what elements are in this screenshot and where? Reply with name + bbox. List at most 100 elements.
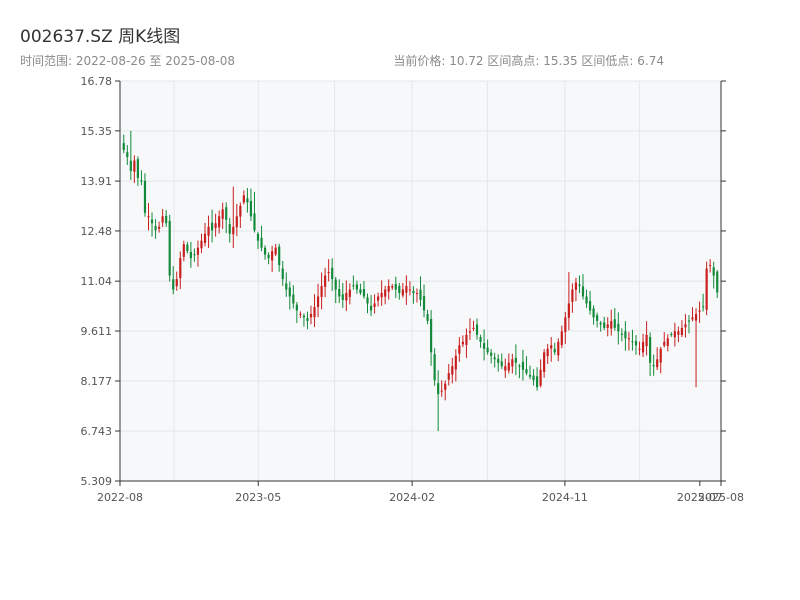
candle-body-67 xyxy=(359,289,362,294)
candle-body-138 xyxy=(610,320,613,329)
candle-body-135 xyxy=(599,322,602,325)
candle-body-10 xyxy=(157,226,161,229)
candle-body-19 xyxy=(189,251,192,259)
candle-body-131 xyxy=(585,296,588,304)
candle-body-132 xyxy=(588,301,592,311)
candle-body-114 xyxy=(525,369,528,374)
candle-body-46 xyxy=(285,283,288,290)
candle-body-17 xyxy=(182,244,185,257)
candle-body-37 xyxy=(253,213,256,231)
candle-body-92 xyxy=(447,373,450,380)
candle-body-163 xyxy=(698,310,701,312)
candle-body-155 xyxy=(670,333,673,335)
price-stats-text: 当前价格: 10.72 区间高点: 15.35 区间低点: 6.74 xyxy=(393,54,664,68)
candle-body-63 xyxy=(345,293,348,301)
candle-body-162 xyxy=(694,313,698,321)
candle-body-3 xyxy=(133,160,136,172)
candle-body-78 xyxy=(398,286,401,294)
candle-body-76 xyxy=(391,286,394,288)
candle-body-167 xyxy=(712,267,715,276)
y-tick-label-2: 8.177 xyxy=(81,375,113,388)
candle-body-93 xyxy=(451,366,454,375)
candle-body-71 xyxy=(373,303,376,307)
candle-body-139 xyxy=(613,319,616,328)
candle-body-2 xyxy=(129,160,132,171)
chart-title: 002637.SZ 周K线图 xyxy=(20,27,181,47)
candle-body-103 xyxy=(486,347,489,353)
candle-body-146 xyxy=(638,348,641,350)
candle-body-73 xyxy=(380,293,383,298)
candle-body-130 xyxy=(581,286,585,297)
candle-body-26 xyxy=(214,223,217,229)
x-tick-label-0: 2022-08 xyxy=(97,491,143,504)
candle-body-15 xyxy=(175,279,178,287)
candle-body-22 xyxy=(200,240,203,249)
candle-body-108 xyxy=(504,366,507,371)
x-tick-label-2: 2024-02 xyxy=(389,491,435,504)
candle-body-24 xyxy=(207,226,210,236)
candle-body-40 xyxy=(263,247,267,255)
candle-body-42 xyxy=(271,251,274,261)
candle-body-64 xyxy=(348,289,351,297)
candle-body-126 xyxy=(567,303,570,318)
candle-body-75 xyxy=(387,286,390,292)
candle-body-35 xyxy=(246,198,249,203)
candle-body-97 xyxy=(465,334,468,345)
y-tick-label-8: 16.78 xyxy=(81,75,113,88)
candle-body-96 xyxy=(461,341,464,345)
candle-body-104 xyxy=(490,352,493,356)
candle-body-153 xyxy=(663,341,666,346)
candle-body-121 xyxy=(550,345,553,349)
candle-body-149 xyxy=(649,337,652,363)
candle-body-152 xyxy=(659,348,662,363)
candle-body-48 xyxy=(292,294,295,304)
candle-body-157 xyxy=(677,331,680,335)
candle-body-140 xyxy=(617,323,620,332)
x-tick-label-3: 2024-11 xyxy=(542,491,588,504)
candle-body-31 xyxy=(232,226,235,235)
candle-body-124 xyxy=(560,331,563,346)
candle-body-39 xyxy=(260,237,263,248)
candle-body-101 xyxy=(479,337,482,342)
candle-body-43 xyxy=(274,247,277,255)
candle-body-136 xyxy=(603,322,606,328)
candle-body-82 xyxy=(412,290,415,294)
candle-body-142 xyxy=(624,331,627,339)
candle-body-66 xyxy=(355,284,359,290)
candle-body-120 xyxy=(546,348,549,357)
candle-body-156 xyxy=(673,331,676,338)
candle-body-166 xyxy=(709,265,712,267)
candle-body-168 xyxy=(716,271,719,293)
candle-body-44 xyxy=(278,246,281,266)
candle-body-113 xyxy=(521,361,525,370)
candle-body-1 xyxy=(126,152,129,158)
candle-body-158 xyxy=(680,327,684,335)
candle-body-27 xyxy=(218,216,221,228)
candle-body-28 xyxy=(221,209,224,219)
candle-body-51 xyxy=(302,315,306,318)
candle-body-62 xyxy=(341,294,344,300)
candle-body-86 xyxy=(426,314,429,321)
candle-body-41 xyxy=(267,254,270,259)
candle-body-21 xyxy=(196,247,200,255)
candle-body-161 xyxy=(691,317,694,320)
candle-body-85 xyxy=(422,296,426,311)
candle-body-127 xyxy=(571,289,574,302)
candle-body-88 xyxy=(433,354,436,381)
candle-body-79 xyxy=(401,289,404,296)
candle-body-57 xyxy=(324,275,327,287)
x-tick-label-4: 2025-07 xyxy=(677,491,723,504)
candle-body-45 xyxy=(281,268,284,280)
candle-body-115 xyxy=(528,374,532,377)
candle-body-143 xyxy=(627,338,631,340)
candle-body-150 xyxy=(652,365,655,367)
candle-body-32 xyxy=(235,216,238,228)
x-tick-label-5: 2025-08 xyxy=(698,491,744,504)
candle-body-65 xyxy=(352,285,355,287)
candle-body-164 xyxy=(702,306,705,308)
candle-body-9 xyxy=(154,225,157,231)
candle-body-94 xyxy=(454,355,457,370)
candle-body-70 xyxy=(369,305,373,311)
candle-body-87 xyxy=(430,318,433,353)
